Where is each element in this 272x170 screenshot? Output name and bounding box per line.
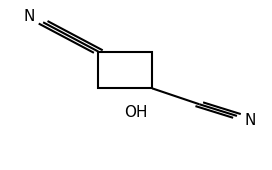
Text: N: N [24, 9, 35, 24]
Text: N: N [245, 113, 256, 128]
Text: OH: OH [124, 105, 148, 120]
